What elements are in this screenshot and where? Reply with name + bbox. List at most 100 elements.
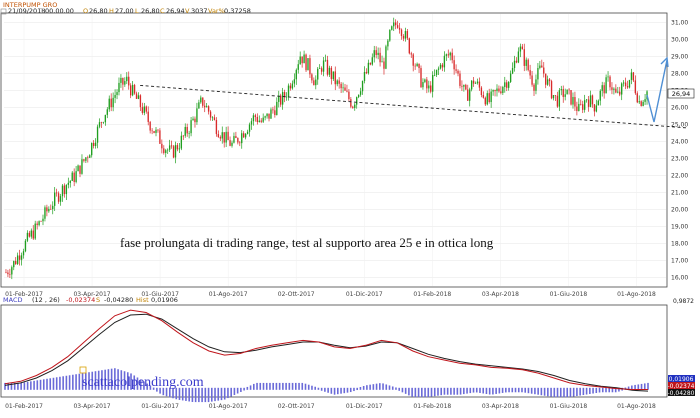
candle-body (496, 88, 498, 92)
candle-body (102, 122, 105, 123)
candle-body (443, 55, 446, 68)
candle-body (340, 83, 342, 89)
candle-body (432, 75, 434, 92)
candle-body (521, 46, 524, 50)
candle-body (379, 52, 381, 63)
y-tick-label: 29,00 (671, 54, 688, 61)
candle-body (576, 106, 578, 111)
candle-body (315, 79, 317, 86)
x-tick-label: 01-Feb-2017 (5, 291, 43, 298)
candle-body (480, 87, 483, 96)
candle-body (281, 92, 284, 105)
x-tick-label: 01-Dic-2017 (346, 291, 383, 298)
candle-body (145, 106, 147, 112)
candle-body (541, 65, 543, 68)
y-tick-label: 16,00 (671, 275, 688, 282)
candle-body (15, 261, 17, 264)
candle-body (96, 126, 99, 143)
candle-body (624, 82, 627, 87)
candle-body (330, 67, 333, 80)
candle-body (237, 137, 239, 143)
candle-body (402, 36, 405, 39)
candle-body (558, 90, 561, 107)
candle-body (391, 26, 393, 30)
candle-body (441, 64, 444, 68)
macd-line-badge-value: -0,02374 (668, 383, 695, 390)
candle-body (118, 82, 120, 93)
candle-body (636, 93, 638, 103)
candle-body (494, 90, 496, 92)
candle-body (609, 76, 611, 88)
candle-body (184, 126, 186, 136)
candle-body (638, 101, 640, 103)
x-tick-label: 01-Giu-2017 (141, 291, 179, 298)
candle-body (611, 87, 613, 90)
candle-body (470, 80, 473, 90)
candle-body (155, 129, 157, 133)
candle-body (482, 95, 485, 98)
candle-body (383, 61, 385, 69)
candle-body (628, 79, 631, 88)
candle-body (533, 84, 535, 91)
candle-body (83, 159, 85, 161)
candle-body (299, 56, 301, 65)
candle-body (52, 205, 54, 210)
candle-body (430, 85, 432, 92)
candle-body (527, 59, 529, 71)
candle-body (344, 87, 346, 91)
candle-body (410, 53, 412, 55)
candle-body (57, 193, 60, 202)
candle-body (459, 73, 461, 86)
candle-body (285, 96, 288, 98)
macd-x-tick-label: 01-Giu-2018 (550, 403, 588, 410)
candle-body (180, 135, 183, 149)
candle-body (40, 221, 42, 222)
candle-body (81, 159, 83, 174)
candle-body (309, 58, 311, 75)
candle-body (498, 88, 500, 92)
candle-body (597, 100, 599, 106)
candle-body (108, 98, 110, 110)
candle-body (564, 94, 566, 97)
macd-params: (12 , 26) (32, 296, 60, 304)
candle-body (291, 83, 294, 89)
candle-body (223, 132, 225, 143)
macd-x-tick-label: 01-Dic-2017 (346, 403, 383, 410)
candle-body (640, 101, 642, 106)
candle-body (276, 101, 278, 116)
candle-body (266, 113, 268, 117)
candle-body (307, 58, 309, 71)
candle-body (75, 171, 77, 182)
candle-body (332, 71, 335, 80)
candle-body (100, 122, 103, 123)
candle-body (589, 95, 592, 107)
candle-body (369, 62, 372, 65)
candle-body (157, 129, 159, 131)
candle-body (545, 73, 547, 85)
candle-body (449, 52, 451, 56)
candle-body (630, 72, 633, 80)
candle-body (476, 81, 479, 84)
candle-body (583, 100, 586, 110)
candle-body (365, 71, 368, 74)
candle-body (336, 80, 338, 85)
support-trendline (140, 84, 687, 129)
candle-body (504, 82, 506, 87)
candle-body (262, 117, 264, 122)
macd-x-tick-label: 01-Ago-2017 (209, 403, 248, 410)
candle-body (186, 126, 188, 134)
candle-body (531, 75, 533, 85)
x-tick-label: 01-Giu-2018 (550, 291, 588, 298)
candle-body (439, 64, 442, 69)
header-square-icon (0, 8, 7, 15)
candle-body (120, 77, 122, 83)
candle-body (591, 95, 594, 105)
candle-body (502, 86, 504, 94)
header-volume: 3037 (191, 7, 208, 15)
candle-body (537, 67, 539, 80)
candle-body (632, 72, 635, 81)
header-time-label: T (39, 7, 44, 15)
candle-body (363, 71, 366, 81)
candle-body (484, 97, 486, 105)
x-tick-label: 01-Ago-2017 (209, 291, 248, 298)
